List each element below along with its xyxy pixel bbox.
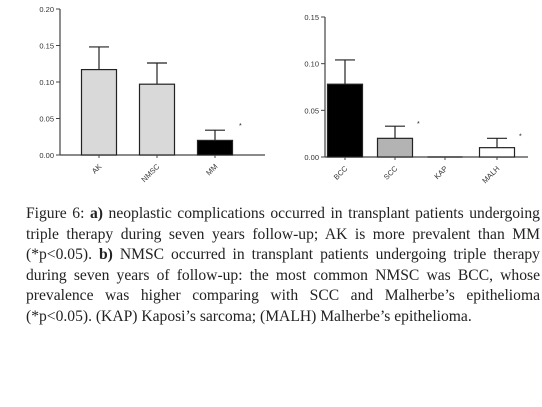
caption-panel-a-letter: a) [89, 205, 103, 222]
category-label-bcc: BCC [332, 164, 350, 182]
significance-marker: * [239, 123, 242, 130]
caption-panel-a-text: neoplastic complications occurred in tra… [26, 205, 540, 264]
category-label-malh: MALH [480, 164, 501, 185]
chart-panel-a: 0.00 0.05 0.10 0.15 0.20 AK NMSC MM * [39, 5, 265, 184]
bar-mm [196, 139, 234, 156]
bar-malh [478, 147, 516, 158]
significance-marker: * [519, 133, 522, 140]
y-tick-label: 0.00 [39, 151, 54, 160]
category-label-nmsc: NMSC [139, 162, 161, 184]
category-label-scc: SCC [382, 164, 400, 182]
y-tick-label: 0.15 [39, 42, 54, 51]
caption-panel-b-letter: b) [98, 246, 113, 264]
y-tick-label: 0.20 [39, 5, 54, 14]
y-tick-label: 0.00 [304, 153, 319, 162]
y-tick-label: 0.05 [39, 115, 54, 124]
y-tick-label: 0.10 [304, 60, 319, 69]
category-label-mm: MM [204, 162, 219, 177]
bar-bcc [326, 83, 364, 158]
significance-marker: * [417, 121, 420, 128]
category-label-ak: AK [90, 162, 103, 175]
category-label-kap: KAP [432, 164, 449, 181]
caption-panel-b-text: NMSC occurred in transplant patients und… [26, 246, 540, 325]
caption-label: Figure 6: [26, 205, 85, 222]
figure-caption: Figure 6: a) neoplastic complications oc… [26, 204, 540, 328]
y-tick-label: 0.15 [304, 13, 319, 22]
chart-panel-b: 0.00 0.05 0.10 0.15 BCC SCC KAP MALH * * [304, 13, 528, 185]
y-tick-label: 0.05 [304, 106, 319, 115]
bar-nmsc [138, 83, 176, 156]
bar-ak [80, 68, 118, 156]
bar-scc [376, 137, 414, 158]
y-tick-label: 0.10 [39, 78, 54, 87]
